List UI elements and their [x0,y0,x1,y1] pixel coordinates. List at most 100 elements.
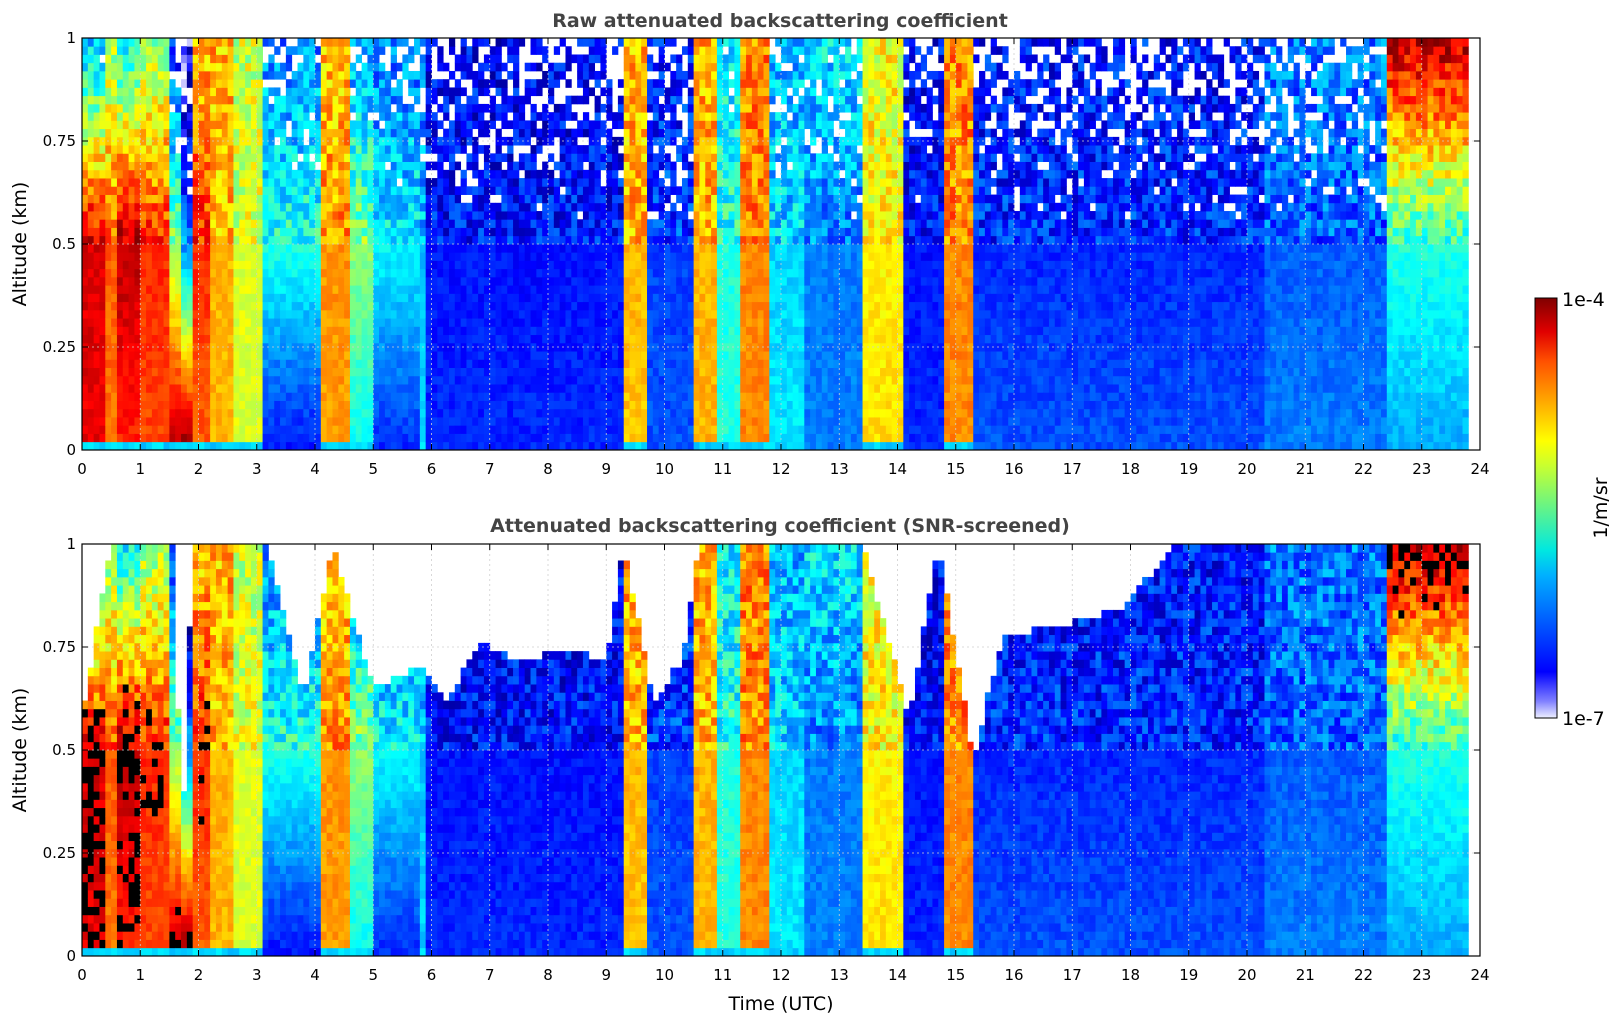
heatmap-cell [617,252,625,261]
heatmap-cell [332,178,339,187]
heatmap-cell [507,120,514,130]
heatmap-cell [93,227,100,237]
heatmap-cell [361,384,368,393]
heatmap-cell [291,433,298,443]
heatmap-cell [181,359,188,368]
heatmap-cell [163,326,170,336]
heatmap-cell [454,351,462,360]
heatmap-cell [402,384,409,393]
heatmap-cell [425,384,432,393]
heatmap-cell [652,136,660,146]
heatmap-cell [181,425,188,434]
heatmap-cell [361,219,368,228]
heatmap-cell [181,153,188,162]
heatmap-cell [641,112,648,121]
heatmap-cell [647,293,654,303]
heatmap-cell [384,301,392,311]
heatmap-cell [146,95,153,105]
heatmap-cell [629,227,636,237]
heatmap-cell [198,95,205,105]
heatmap-cell [483,38,491,47]
heatmap-cell [122,136,130,146]
heatmap-cell [414,186,421,195]
heatmap-cell [268,145,275,154]
heatmap-cell [408,342,415,352]
heatmap-cell [233,112,240,121]
heatmap-cell [518,219,526,228]
heatmap-cell [542,252,549,261]
heatmap-cell [93,285,100,294]
heatmap-cell [664,351,671,360]
heatmap-cell [151,309,159,319]
heatmap-cell [239,227,246,237]
heatmap-cell [670,112,677,121]
heatmap-cell [571,342,578,352]
heatmap-cell [483,62,491,72]
heatmap-cell [320,334,328,344]
heatmap-cell [355,408,363,418]
heatmap-cell [82,211,89,220]
heatmap-cell [641,244,648,253]
heatmap-cell [151,252,159,261]
heatmap-cell [186,112,194,121]
heatmap-cell [186,46,194,55]
heatmap-cell [204,276,211,286]
heatmap-cell [146,103,153,113]
heatmap-cell [536,285,543,294]
heatmap-cell [652,120,660,130]
heatmap-cell [274,161,281,171]
heatmap-cell [233,367,240,377]
heatmap-cell [99,62,106,72]
heatmap-cell [215,392,223,401]
heatmap-cell [396,202,403,212]
heatmap-cell [460,268,467,278]
heatmap-cell [501,79,508,88]
heatmap-cell [600,62,607,72]
heatmap-cell [367,342,374,352]
heatmap-cell [332,62,339,72]
heatmap-cell [425,326,432,336]
heatmap-cell [175,367,182,377]
heatmap-cell [215,169,223,179]
heatmap-cell [402,38,409,47]
heatmap-cell [128,186,135,195]
heatmap-cell [676,276,683,286]
heatmap-cell [140,367,147,377]
heatmap-cell [466,318,473,327]
heatmap-cell [513,38,520,47]
heatmap-cell [384,425,392,434]
heatmap-cell [542,309,549,319]
heatmap-cell [437,145,444,154]
heatmap-cell [414,178,421,187]
heatmap-cell [198,285,205,294]
heatmap-cell [268,38,275,47]
heatmap-cell [134,375,141,385]
heatmap-cell [361,227,368,237]
heatmap-cell [245,301,252,311]
heatmap-cell [105,186,112,195]
heatmap-cell [256,334,263,344]
heatmap-cell [454,103,462,113]
heatmap-cell [262,202,269,212]
heatmap-cell [518,301,526,311]
heatmap-cell [285,145,293,154]
heatmap-cell [99,408,106,418]
heatmap-cell [565,400,572,410]
heatmap-cell [623,62,630,72]
heatmap-cell [151,79,159,88]
heatmap-cell [122,145,130,154]
heatmap-cell [518,326,526,336]
heatmap-cell [303,417,310,426]
heatmap-cell [664,194,671,204]
heatmap-cell [530,112,537,121]
heatmap-cell [116,120,124,130]
heatmap-cell [489,326,496,336]
heatmap-cell [175,178,182,187]
heatmap-cell [309,169,316,179]
heatmap-cell [501,392,508,401]
heatmap-cell [448,194,456,204]
heatmap-cell [431,425,438,434]
heatmap-cell [472,252,479,261]
heatmap-cell [384,351,392,360]
heatmap-cell [530,186,537,195]
